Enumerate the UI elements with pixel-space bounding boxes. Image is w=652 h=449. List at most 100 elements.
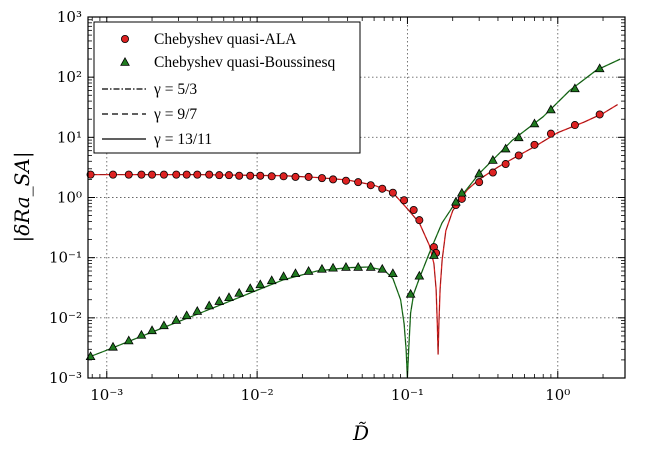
x-axis-label: D̃ bbox=[352, 421, 369, 445]
data-point bbox=[317, 174, 326, 183]
data-point bbox=[451, 196, 461, 206]
data-point bbox=[595, 110, 604, 119]
y-tick-label: 10⁻² bbox=[49, 309, 82, 327]
data-point bbox=[400, 196, 409, 205]
data-point bbox=[279, 172, 288, 181]
data-point bbox=[182, 170, 191, 179]
y-tick-label: 10² bbox=[57, 68, 82, 86]
data-markers bbox=[85, 63, 605, 360]
y-tick-label: 10⁰ bbox=[57, 189, 82, 207]
data-point bbox=[109, 170, 118, 179]
data-point bbox=[204, 300, 215, 310]
data-point bbox=[255, 279, 266, 289]
data-point bbox=[570, 83, 580, 93]
data-point bbox=[267, 172, 276, 181]
data-point bbox=[366, 181, 375, 190]
legend-entry-label: γ = 9/7 bbox=[153, 106, 197, 123]
x-tick-label: 10⁻³ bbox=[90, 386, 123, 404]
data-point bbox=[193, 170, 202, 179]
data-point bbox=[123, 335, 134, 345]
data-point bbox=[475, 178, 484, 187]
data-point bbox=[353, 261, 364, 271]
data-point bbox=[303, 265, 314, 275]
data-point bbox=[86, 170, 95, 179]
y-tick-label: 10³ bbox=[57, 8, 82, 26]
data-point bbox=[147, 325, 157, 335]
x-tick-label: 10⁻² bbox=[241, 386, 274, 404]
data-point bbox=[278, 271, 289, 281]
data-point bbox=[256, 171, 265, 180]
data-point bbox=[501, 160, 510, 169]
data-point bbox=[120, 56, 130, 66]
legend: Chebyshev quasi-ALA Chebyshev quasi-Bous… bbox=[93, 21, 361, 154]
data-point bbox=[414, 270, 425, 280]
data-point bbox=[328, 262, 338, 272]
data-point bbox=[108, 341, 118, 351]
data-point bbox=[266, 275, 277, 285]
y-axis-label: |δRa_SA| bbox=[10, 151, 35, 242]
data-point bbox=[405, 288, 416, 298]
data-point bbox=[291, 172, 300, 181]
data-point bbox=[215, 171, 224, 180]
data-point bbox=[354, 178, 363, 187]
data-point bbox=[514, 151, 523, 160]
data-point bbox=[570, 121, 579, 130]
data-point bbox=[234, 287, 245, 297]
data-point bbox=[245, 283, 256, 293]
data-point bbox=[124, 170, 133, 179]
data-point bbox=[530, 140, 539, 149]
data-point bbox=[500, 143, 511, 153]
data-point bbox=[409, 205, 418, 214]
data-point bbox=[235, 171, 244, 180]
legend-entry-label: Chebyshev quasi-Boussinesq bbox=[154, 54, 336, 71]
data-point bbox=[341, 261, 351, 271]
data-point bbox=[546, 129, 555, 138]
data-point bbox=[513, 132, 524, 142]
data-point bbox=[137, 170, 146, 179]
data-point bbox=[121, 35, 130, 44]
data-point bbox=[365, 261, 376, 271]
x-tick-label: 10⁰ bbox=[545, 386, 570, 404]
data-point bbox=[181, 310, 192, 320]
legend-entry-label: γ = 13/11 bbox=[153, 131, 212, 148]
data-point bbox=[415, 216, 424, 225]
data-point bbox=[388, 188, 397, 197]
data-point bbox=[136, 329, 147, 339]
data-point bbox=[594, 63, 605, 73]
data-point bbox=[159, 320, 169, 330]
data-point bbox=[487, 154, 498, 164]
data-point bbox=[224, 171, 233, 180]
data-point bbox=[246, 171, 255, 180]
data-point bbox=[377, 263, 388, 273]
legend-box bbox=[93, 21, 361, 154]
legend-entry-label: Chebyshev quasi-ALA bbox=[154, 31, 297, 48]
ticks: 10⁻³ 10⁻² 10⁻¹ 10⁰ 10⁻³ 10⁻² 10⁻¹ 10⁰ 10¹ 10² 10³ bbox=[49, 8, 625, 404]
data-point bbox=[304, 172, 313, 181]
data-point bbox=[378, 184, 387, 193]
data-point bbox=[529, 118, 540, 128]
data-point bbox=[224, 292, 234, 301]
data-point bbox=[214, 296, 225, 305]
data-point bbox=[148, 170, 157, 179]
data-point bbox=[172, 170, 181, 179]
data-point bbox=[546, 104, 556, 114]
data-point bbox=[429, 250, 439, 259]
legend-entry-label: γ = 5/3 bbox=[153, 81, 197, 98]
data-point bbox=[456, 187, 467, 197]
y-tick-label: 10⁻³ bbox=[49, 369, 82, 387]
y-tick-label: 10⁻¹ bbox=[49, 249, 82, 267]
y-tick-label: 10¹ bbox=[57, 128, 82, 146]
data-point bbox=[488, 168, 497, 177]
data-point bbox=[329, 175, 338, 184]
x-tick-label: 10⁻¹ bbox=[391, 386, 424, 404]
data-point bbox=[474, 168, 485, 178]
data-point bbox=[290, 268, 301, 278]
data-point bbox=[192, 305, 203, 315]
data-point bbox=[205, 170, 214, 179]
data-point bbox=[317, 263, 327, 273]
data-point bbox=[341, 176, 350, 185]
data-point bbox=[387, 268, 398, 278]
data-point bbox=[159, 170, 168, 179]
data-point bbox=[171, 314, 182, 324]
